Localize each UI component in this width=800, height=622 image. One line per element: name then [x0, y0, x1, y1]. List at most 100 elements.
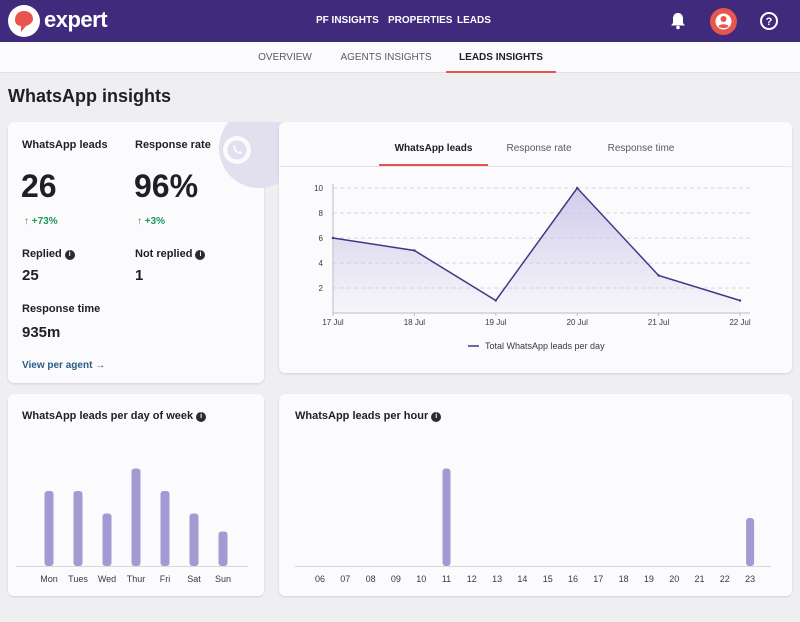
x-tick-label: 16 [568, 574, 578, 584]
data-point [331, 236, 335, 240]
x-tick-label: 06 [315, 574, 325, 584]
x-tick-label: 21 [694, 574, 704, 584]
bar [442, 468, 451, 566]
info-icon[interactable]: i [196, 412, 207, 422]
x-tick-label: 13 [492, 574, 502, 584]
not-replied-label: Not replied i [135, 248, 206, 260]
bar [44, 491, 54, 566]
data-point [738, 299, 742, 302]
x-tick-label: Sat [187, 574, 201, 584]
x-tick-label: 15 [543, 574, 553, 584]
leads-per-weekday-chart: Mon Tues Wed Thur Fri Sat Sun [16, 468, 248, 584]
bell-icon[interactable] [666, 9, 690, 33]
series-area [333, 188, 740, 313]
chart-tab-whatsapp-leads[interactable]: WhatsApp leads [379, 132, 488, 166]
replied-value: 25 [22, 267, 39, 284]
rate-trend-text: +3% [144, 216, 166, 227]
bar [160, 491, 170, 566]
y-tick-label: 8 [319, 209, 324, 218]
x-tick-label: 21 Jul [648, 318, 670, 327]
x-tick-label: 19 Jul [485, 318, 507, 327]
trend-up-icon: ↑ [137, 216, 142, 227]
arrow-right-icon[interactable]: → [95, 360, 106, 371]
bar [218, 531, 228, 566]
y-tick-label: 6 [319, 234, 324, 243]
replied-label-text: Replied [22, 248, 62, 260]
info-icon[interactable]: i [431, 412, 442, 422]
hour-chart-title-text: WhatsApp leads per hour [295, 410, 429, 422]
x-tick-label: 17 [593, 574, 603, 584]
view-per-agent-text[interactable]: View per agent [22, 360, 93, 371]
data-point [657, 274, 660, 277]
x-tick-label: 22 [720, 574, 730, 584]
not-replied-label-text: Not replied [135, 248, 193, 260]
tab-leads-insights[interactable]: LEADS INSIGHTS [446, 42, 556, 73]
bar [102, 513, 112, 566]
bar [746, 518, 755, 566]
x-tick-label: 14 [517, 574, 527, 584]
trend-up-icon: ↑ [24, 216, 29, 227]
response-rate-label: Response rate [135, 139, 211, 151]
view-per-agent-link[interactable]: View per agent → [22, 360, 105, 371]
x-tick-label: 07 [340, 574, 350, 584]
response-rate-value: 96% [134, 168, 199, 204]
user-avatar[interactable] [710, 8, 737, 35]
response-time-value: 935m [22, 324, 61, 341]
leads-per-day-chart: 2 4 6 8 10 17 Jul 18 Jul 19 Jul 20 Jul 21 Jul 22 J… [314, 184, 751, 351]
chart-tab-response-rate[interactable]: Response rate [506, 143, 572, 154]
whatsapp-leads-label: WhatsApp leads [22, 139, 108, 151]
x-tick-label: 08 [366, 574, 376, 584]
data-point [576, 186, 579, 190]
info-icon[interactable]: i [195, 250, 206, 260]
x-tick-label: Thur [127, 574, 146, 584]
info-icon[interactable]: i [64, 250, 75, 260]
x-tick-label: Fri [160, 574, 171, 584]
top-navigation-bar: expert PF INSIGHTS PROPERTIES LEADS ? [0, 0, 800, 42]
leads-trend-text: +73% [31, 216, 58, 227]
brand-name: expert [44, 7, 108, 32]
x-tick-label: Tues [68, 574, 88, 584]
weekday-chart-title: WhatsApp leads per day of week i [22, 410, 207, 422]
x-tick-label: 17 Jul [322, 318, 344, 327]
brand-logo-icon[interactable] [8, 5, 40, 37]
x-tick-label: 19 [644, 574, 654, 584]
summary-card [8, 122, 264, 383]
x-tick-label: 18 [619, 574, 629, 584]
y-tick-label: 10 [314, 184, 323, 193]
insights-tab-bar: OVERVIEW AGENTS INSIGHTS LEADS INSIGHTS [0, 42, 800, 73]
whatsapp-leads-value: 26 [21, 168, 57, 204]
x-tick-label: 20 Jul [567, 318, 589, 327]
x-tick-label: 10 [416, 574, 426, 584]
tab-overview[interactable]: OVERVIEW [258, 52, 312, 63]
bar [131, 468, 141, 566]
x-tick-label: 22 Jul [729, 318, 751, 327]
x-tick-label: 12 [467, 574, 477, 584]
replied-label: Replied i [22, 248, 75, 260]
chart-tabs-divider [280, 166, 791, 167]
whatsapp-leads-trend: ↑ +73% [24, 216, 58, 227]
x-tick-label: 18 Jul [404, 318, 426, 327]
weekday-chart-title-text: WhatsApp leads per day of week [22, 410, 194, 422]
page-title: WhatsApp insights [8, 86, 171, 106]
svg-text:?: ? [766, 16, 773, 28]
nav-properties[interactable]: PROPERTIES [388, 15, 453, 26]
x-tick-label: Wed [98, 574, 116, 584]
help-icon[interactable]: ? [757, 9, 781, 33]
data-point [413, 249, 416, 252]
x-tick-label: Sun [215, 574, 231, 584]
response-time-label: Response time [22, 303, 101, 315]
leads-per-hour-card [279, 394, 792, 596]
response-rate-trend: ↑ +3% [137, 216, 165, 227]
user-icon [715, 13, 732, 30]
leads-per-hour-chart: 06 07 08 09 10 11 12 13 14 15 16 17 18 19 20 21 22 23 [295, 468, 771, 584]
nav-leads[interactable]: LEADS [457, 15, 491, 26]
bar [73, 491, 83, 566]
chart-tab-response-time[interactable]: Response time [607, 143, 675, 154]
x-tick-label: 20 [669, 574, 679, 584]
not-replied-value: 1 [135, 267, 144, 284]
x-tick-label: 09 [391, 574, 401, 584]
x-tick-label: 23 [745, 574, 755, 584]
bar [189, 513, 199, 566]
tab-agents-insights[interactable]: AGENTS INSIGHTS [340, 52, 432, 63]
nav-pf-insights[interactable]: PF INSIGHTS [316, 15, 379, 26]
